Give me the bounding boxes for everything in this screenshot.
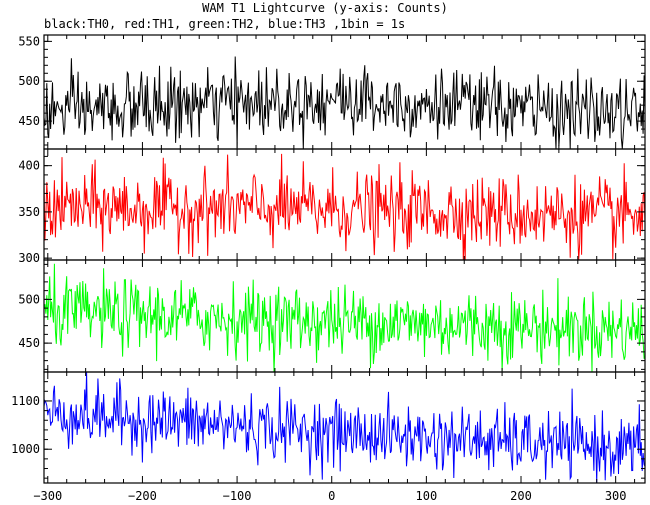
series-line-th1 — [44, 153, 645, 260]
x-tick-label: 100 — [416, 489, 438, 503]
x-tick-label: −200 — [128, 489, 157, 503]
x-tick-label: 300 — [605, 489, 627, 503]
y-tick-label: 350 — [18, 205, 40, 219]
x-tick-label: 200 — [510, 489, 532, 503]
y-tick-label: 500 — [18, 74, 40, 88]
panel-frame-th3 — [43, 371, 646, 484]
y-tick-label: 300 — [18, 251, 40, 265]
x-tick-label: −100 — [223, 489, 252, 503]
y-tick-label: 1100 — [11, 394, 40, 408]
series-line-th3 — [44, 372, 645, 483]
y-tick-label: 550 — [18, 34, 40, 48]
panel-frame-th1 — [43, 148, 646, 261]
chart-subtitle: black:TH0, red:TH1, green:TH2, blue:TH3 … — [44, 17, 406, 31]
chart-title: WAM T1 Lightcurve (y-axis: Counts) — [202, 1, 448, 15]
x-tick-label: 0 — [328, 489, 335, 503]
y-tick-label: 500 — [18, 292, 40, 306]
y-tick-label: 400 — [18, 159, 40, 173]
y-tick-label: 450 — [18, 336, 40, 350]
series-line-th2 — [44, 263, 645, 372]
series-line-th0 — [44, 56, 645, 149]
y-tick-label: 450 — [18, 114, 40, 128]
panel-frame-th2 — [43, 259, 646, 373]
y-tick-label: 1000 — [11, 442, 40, 456]
x-tick-label: −300 — [33, 489, 62, 503]
